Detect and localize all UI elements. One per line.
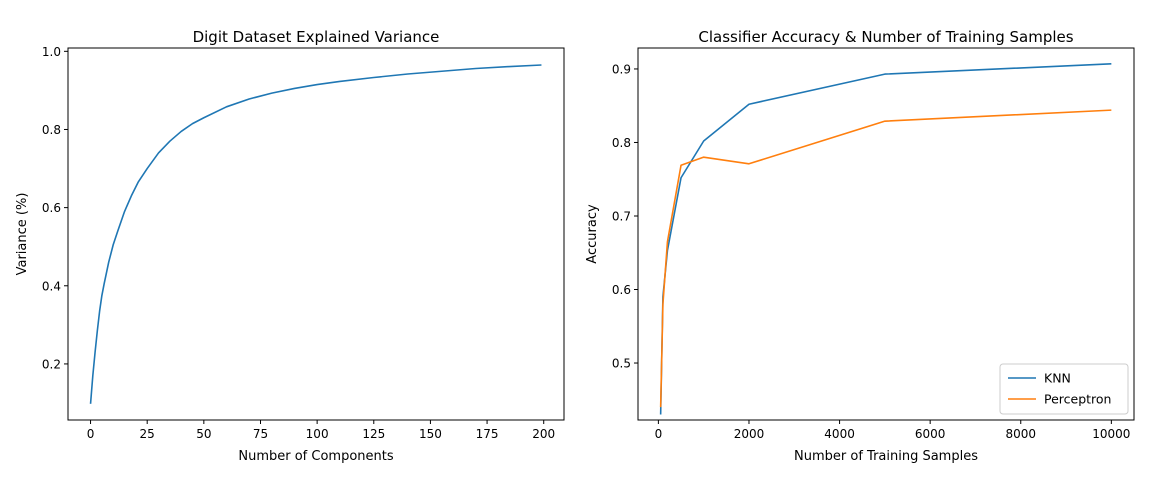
variance-x-tick-label: 175 [476,427,499,441]
variance-x-tick-label: 200 [532,427,555,441]
accuracy-y-tick-label: 0.5 [612,357,631,371]
variance-x-tick-label: 150 [419,427,442,441]
variance-x-tick-label: 75 [253,427,268,441]
accuracy-x-tick-label: 0 [655,427,663,441]
variance-x-tick-label: 100 [306,427,329,441]
accuracy-y-tick-label: 0.7 [612,209,631,223]
variance-y-tick-label: 0.2 [42,357,61,371]
variance-x-tick-label: 50 [196,427,211,441]
accuracy-x-tick-label: 6000 [915,427,946,441]
chart-classifier-accuracy: 0 2000 4000 6000 8000 10000 0.5 0.6 0.7 0.8 0.9 Cla… [585,28,1135,464]
accuracy-y-tick-label: 0.8 [612,136,631,150]
legend-label-perceptron: Perceptron [1044,392,1111,407]
accuracy-x-tick-label: 8000 [1005,427,1036,441]
accuracy-y-tick-label: 0.6 [612,283,631,297]
accuracy-plot-area [638,48,1134,420]
variance-plot-area [68,48,564,420]
variance-y-tick-label: 1.0 [42,45,61,59]
variance-x-tick-label: 25 [140,427,155,441]
accuracy-x-tick-label: 4000 [824,427,855,441]
variance-y-tick-label: 0.6 [42,201,61,215]
legend-box [999,363,1129,415]
variance-x-tick-label: 125 [362,427,385,441]
variance-axes-frame [67,47,565,421]
accuracy-chart-title: Classifier Accuracy & Number of Training… [698,28,1073,46]
variance-x-axis-label: Number of Components [238,449,393,464]
accuracy-x-tick-label: 10000 [1092,427,1130,441]
variance-chart-title: Digit Dataset Explained Variance [193,28,440,46]
chart-explained-variance: 0 25 50 75 100 125 150 175 200 0.2 0.4 0.6 0.8 1.0 Dig… [15,28,565,464]
accuracy-axes-frame [637,47,1135,421]
accuracy-perceptron-line [659,109,1112,408]
variance-y-axis-label: Variance (%) [15,193,30,276]
variance-y-tick-label: 0.8 [42,123,61,137]
accuracy-y-axis-label: Accuracy [585,204,600,264]
variance-series-0-line [89,64,542,404]
accuracy-x-tick-label: 2000 [734,427,765,441]
accuracy-legend: KNN Perceptron [999,363,1129,415]
variance-x-tick-label: 0 [87,427,95,441]
legend-label-knn: KNN [1044,371,1071,386]
accuracy-y-tick-label: 0.9 [612,62,631,76]
variance-y-tick-label: 0.4 [42,279,61,293]
accuracy-x-axis-label: Number of Training Samples [794,449,978,464]
